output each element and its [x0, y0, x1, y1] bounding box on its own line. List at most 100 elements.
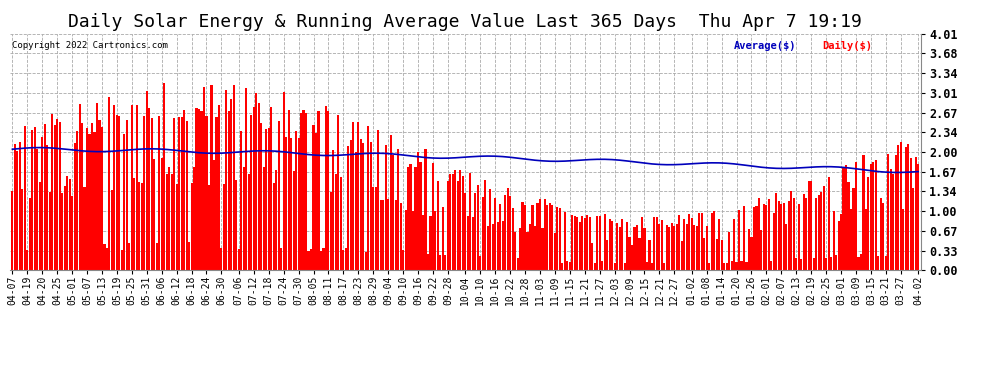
Bar [146, 91, 148, 270]
Bar [255, 93, 257, 270]
Bar [641, 217, 644, 270]
Bar [188, 242, 190, 270]
Bar [231, 99, 233, 270]
Bar [494, 198, 496, 270]
Bar [111, 190, 113, 270]
Bar [359, 139, 361, 270]
Bar [252, 107, 254, 270]
Bar [250, 115, 252, 270]
Bar [661, 220, 663, 270]
Bar [58, 122, 60, 270]
Title: Daily Solar Energy & Running Average Value Last 365 Days  Thu Apr 7 19:19: Daily Solar Energy & Running Average Val… [68, 13, 862, 31]
Bar [451, 174, 453, 270]
Bar [905, 147, 907, 270]
Bar [392, 155, 394, 270]
Bar [571, 215, 573, 270]
Bar [833, 211, 835, 270]
Bar [116, 115, 118, 270]
Bar [295, 130, 297, 270]
Bar [900, 142, 902, 270]
Bar [629, 237, 631, 270]
Bar [770, 261, 772, 270]
Bar [548, 203, 551, 270]
Bar [76, 131, 78, 270]
Bar [49, 192, 50, 270]
Bar [907, 144, 910, 270]
Bar [71, 196, 73, 270]
Bar [596, 216, 598, 270]
Bar [412, 211, 414, 270]
Bar [683, 219, 685, 270]
Bar [750, 237, 752, 270]
Bar [626, 222, 628, 270]
Bar [823, 186, 825, 270]
Text: Copyright 2022 Cartronics.com: Copyright 2022 Cartronics.com [12, 41, 167, 50]
Bar [653, 217, 655, 270]
Bar [917, 164, 920, 270]
Bar [795, 258, 797, 270]
Bar [446, 181, 448, 270]
Bar [141, 183, 143, 270]
Bar [53, 125, 55, 270]
Bar [83, 188, 85, 270]
Bar [223, 184, 225, 270]
Bar [27, 250, 29, 270]
Bar [857, 257, 859, 270]
Bar [755, 206, 757, 270]
Bar [464, 193, 466, 270]
Bar [845, 165, 847, 270]
Bar [320, 251, 322, 270]
Bar [51, 114, 53, 270]
Bar [561, 262, 563, 270]
Bar [364, 252, 367, 270]
Bar [897, 145, 899, 270]
Bar [726, 263, 728, 270]
Bar [738, 210, 741, 270]
Bar [880, 198, 882, 270]
Bar [208, 185, 210, 270]
Bar [384, 145, 387, 270]
Bar [474, 193, 476, 270]
Bar [780, 204, 782, 270]
Bar [736, 262, 738, 270]
Bar [534, 226, 536, 270]
Bar [611, 221, 613, 270]
Bar [303, 110, 305, 270]
Bar [676, 224, 678, 270]
Bar [492, 224, 494, 270]
Bar [136, 105, 138, 270]
Bar [262, 167, 264, 270]
Bar [158, 116, 160, 270]
Bar [362, 143, 364, 270]
Bar [522, 202, 524, 270]
Bar [435, 211, 437, 270]
Bar [211, 85, 213, 270]
Bar [471, 217, 474, 270]
Bar [745, 262, 747, 270]
Bar [382, 200, 384, 270]
Bar [872, 162, 874, 270]
Bar [354, 152, 356, 270]
Bar [405, 210, 407, 270]
Bar [808, 181, 810, 270]
Bar [576, 217, 578, 270]
Bar [604, 214, 606, 270]
Bar [246, 88, 248, 270]
Bar [180, 117, 183, 270]
Bar [427, 254, 429, 270]
Bar [88, 134, 91, 270]
Bar [333, 150, 335, 270]
Bar [236, 180, 238, 270]
Bar [415, 168, 417, 270]
Bar [678, 215, 680, 270]
Bar [484, 180, 486, 270]
Bar [527, 232, 529, 270]
Bar [420, 162, 422, 270]
Bar [838, 220, 840, 270]
Bar [614, 263, 616, 270]
Bar [728, 232, 731, 270]
Bar [410, 164, 412, 270]
Bar [850, 209, 852, 270]
Bar [519, 228, 521, 270]
Bar [298, 138, 300, 270]
